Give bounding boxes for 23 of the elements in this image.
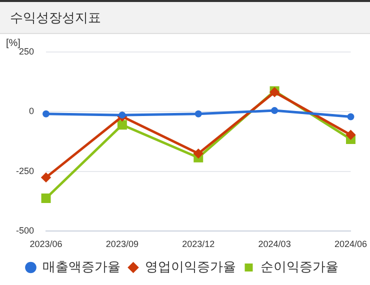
y-tick-label: 250 bbox=[18, 46, 34, 56]
y-axis-title: [%] bbox=[6, 38, 21, 49]
point bbox=[42, 110, 50, 118]
point bbox=[194, 110, 202, 118]
legend-label: 순이익증가율 bbox=[260, 259, 338, 274]
point bbox=[41, 193, 51, 203]
x-tick-label: 2024/03 bbox=[258, 239, 291, 250]
point bbox=[346, 130, 356, 140]
chart-title: 수익성장성지표 bbox=[0, 0, 370, 34]
point bbox=[117, 120, 127, 130]
point bbox=[271, 107, 278, 114]
y-tick-label: -500 bbox=[16, 226, 34, 236]
x-tick-label: 2023/06 bbox=[30, 239, 62, 250]
x-tick-label: 2023/12 bbox=[182, 239, 215, 250]
legend-label: 매출액증가율 bbox=[42, 259, 120, 274]
y-tick-label: -250 bbox=[16, 166, 34, 176]
point bbox=[347, 113, 354, 120]
legend-label: 영업이익증가율 bbox=[144, 259, 236, 274]
x-tick-label: 2023/09 bbox=[106, 239, 138, 250]
x-tick-label: 2024/06 bbox=[334, 239, 368, 250]
y-tick-label: 0 bbox=[29, 106, 34, 116]
point bbox=[193, 148, 204, 159]
point bbox=[40, 172, 52, 183]
